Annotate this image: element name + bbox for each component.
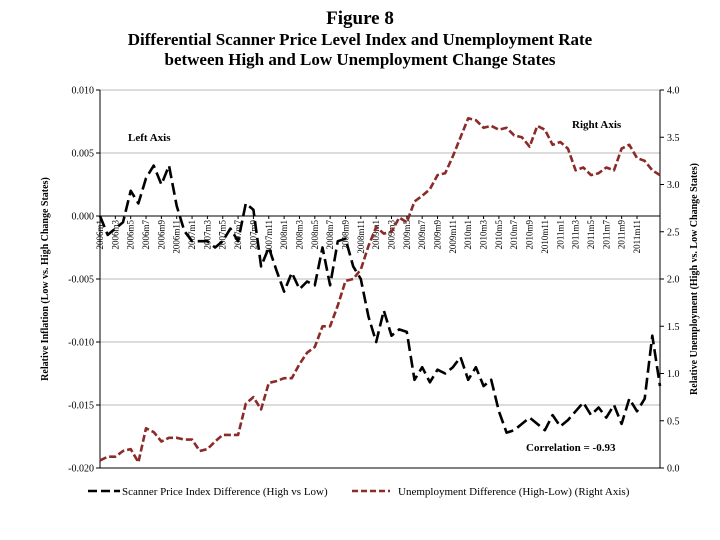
x-tick-label: 2006m5 <box>126 220 136 250</box>
right-axis-title: Relative Unemployment (High vs. Low Chan… <box>689 163 700 395</box>
figure-label: Figure 8 <box>326 8 394 29</box>
left-tick-label: -0.010 <box>68 338 94 349</box>
x-tick-label: 2010m5 <box>494 220 504 250</box>
right-tick-label: 0.0 <box>667 464 680 475</box>
figure-title-block: Figure 8 Differential Scanner Price Leve… <box>0 8 720 70</box>
right-tick-label: 3.5 <box>667 133 680 144</box>
x-tick-label: 2008m9 <box>340 220 350 250</box>
chart-subtitle: between High and Low Unemployment Change… <box>164 50 556 69</box>
left-tick-label: 0.000 <box>72 212 95 223</box>
x-tick-label: 2009m1 <box>371 220 381 250</box>
left-tick-label: -0.005 <box>68 275 94 286</box>
x-tick-label: 2011m5 <box>586 220 596 250</box>
x-tick-label: 2008m7 <box>325 220 335 250</box>
x-tick-label: 2009m3 <box>387 220 397 250</box>
x-tick-label: 2010m11 <box>540 220 550 254</box>
x-tick-label: 2010m3 <box>479 220 489 250</box>
right-axis-annotation: Right Axis <box>572 119 622 131</box>
x-tick-label: 2009m5 <box>402 220 412 250</box>
right-tick-label: 2.0 <box>667 275 680 286</box>
x-tick-label: 2008m5 <box>310 220 320 250</box>
x-tick-label: 2007m7 <box>233 220 243 250</box>
legend-price-index-label: Scanner Price Index Difference (High vs … <box>122 486 328 498</box>
x-tick-label: 2006m1 <box>95 220 105 250</box>
x-tick-label: 2007m3 <box>202 220 212 250</box>
price-index-series-line <box>98 164 662 435</box>
x-tick-label: 2006m3 <box>110 220 120 250</box>
x-tick-label: 2009m7 <box>417 220 427 250</box>
x-tick-label: 2008m11 <box>356 220 366 254</box>
legend-unemployment-label: Unemployment Difference (High-Low) (Righ… <box>398 486 630 498</box>
x-tick-label: 2011m3 <box>571 220 581 250</box>
left-tick-label: -0.015 <box>68 401 94 412</box>
x-tick-label: 2009m11 <box>448 220 458 254</box>
correlation-annotation: Correlation = -0.93 <box>526 442 616 454</box>
x-tick-label: 2006m7 <box>141 220 151 250</box>
x-tick-label: 2010m7 <box>509 220 519 250</box>
left-tick-label: -0.020 <box>68 464 94 475</box>
x-tick-label: 2010m1 <box>463 220 473 250</box>
right-tick-label: 0.5 <box>667 416 680 427</box>
x-tick-label: 2008m3 <box>294 220 304 250</box>
x-tick-label: 2011m11 <box>632 220 642 253</box>
right-tick-label: 2.5 <box>667 227 680 238</box>
x-tick-label: 2007m1 <box>187 220 197 250</box>
x-tick-label: 2010m9 <box>525 220 535 250</box>
x-tick-label: 2011m7 <box>601 220 611 250</box>
x-tick-label: 2011m1 <box>555 220 565 249</box>
x-tick-label: 2008m1 <box>279 220 289 250</box>
left-axis-title: Relative Inflation (Low vs. High Change … <box>40 177 51 381</box>
x-tick-label: 2006m9 <box>156 220 166 250</box>
unemployment-series-line <box>99 117 661 464</box>
x-tick-label: 2011m9 <box>617 220 627 250</box>
x-tick-label: 2007m11 <box>264 220 274 254</box>
right-tick-label: 1.5 <box>667 322 680 333</box>
left-tick-label: 0.010 <box>72 86 95 97</box>
left-tick-label: 0.005 <box>72 149 95 160</box>
x-tick-label: 2007m9 <box>248 220 258 250</box>
chart-title: Differential Scanner Price Level Index a… <box>127 30 593 49</box>
right-tick-label: 1.0 <box>667 369 680 380</box>
right-tick-label: 3.0 <box>667 180 680 191</box>
left-axis-annotation: Left Axis <box>128 132 171 144</box>
right-tick-label: 4.0 <box>667 86 680 97</box>
x-tick-label: 2006m11 <box>172 220 182 254</box>
x-tick-label: 2009m9 <box>433 220 443 250</box>
x-tick-label: 2007m5 <box>218 220 228 250</box>
